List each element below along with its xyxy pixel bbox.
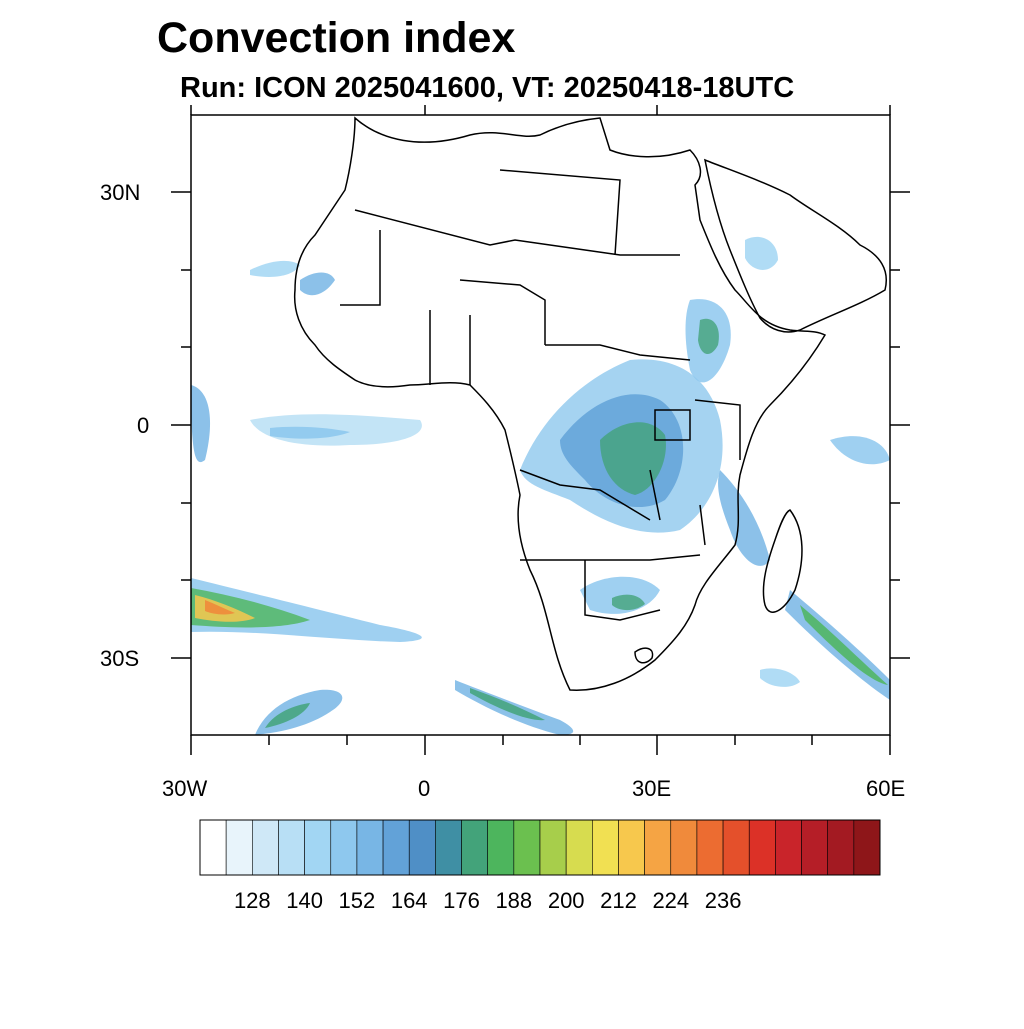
madagascar-coastline (762, 509, 803, 613)
lon-label-60e: 60E (866, 776, 906, 801)
colorbar-cell-9 (435, 819, 462, 876)
colorbar-cell-15 (592, 819, 619, 876)
field-west-africa-north (250, 260, 300, 277)
colorbar-tick-label-8: 224 (652, 888, 690, 913)
colorbar-cell-0 (199, 819, 227, 876)
colorbar-tick-label-1: 140 (286, 888, 323, 913)
colorbar-cell-18 (670, 819, 698, 876)
field-atlantic-core (270, 426, 350, 439)
africa-coastline (293, 116, 827, 691)
colorbar-cell-14 (565, 819, 593, 876)
colorbar-tick-label-3: 164 (390, 888, 428, 913)
field-peak-southwest (195, 595, 255, 622)
colorbar-tick-label-6: 200 (547, 888, 585, 913)
colorbar-cell-6 (356, 819, 384, 876)
field-ethiopia-core (698, 318, 719, 355)
border-mali (340, 230, 381, 306)
colorbar-cell-1 (225, 819, 253, 876)
colorbar-cell-13 (539, 819, 567, 876)
colorbar-cell-5 (330, 819, 358, 876)
colorbar-cell-22 (775, 819, 802, 876)
colorbar-tick-label-9: 236 (704, 888, 742, 913)
field-west-edge (191, 385, 211, 463)
field-central-max (600, 422, 666, 495)
colorbar-cell-2 (252, 819, 279, 876)
field-arabia (745, 236, 778, 270)
lat-label-30n: 30N (100, 180, 141, 205)
colorbar-cell-17 (644, 819, 672, 876)
colorbar-cell-3 (278, 819, 305, 876)
colorbar-tick-label-2: 152 (338, 888, 376, 913)
border-lake-victoria (654, 409, 691, 441)
border-lake-malawi (699, 504, 706, 546)
colorbar-cell-11 (487, 819, 515, 876)
colorbar-cell-21 (748, 819, 776, 876)
border-namibia (584, 560, 661, 621)
field-east-coast (718, 470, 770, 566)
border-sahara (354, 209, 680, 256)
colorbar-cell-16 (618, 819, 645, 876)
lat-label-30s: 30S (100, 646, 140, 671)
field-southern-core (612, 594, 645, 611)
border-niger (459, 279, 546, 345)
border-libya (499, 169, 621, 256)
field-south-indian (760, 668, 800, 687)
coastlines (293, 116, 887, 691)
colorbar-cell-12 (513, 819, 541, 876)
colorbar-cell-23 (801, 819, 828, 876)
arabia-coastline (703, 158, 887, 333)
lon-label-30e: 30E (632, 776, 672, 801)
lon-label-0: 0 (418, 776, 431, 801)
colorbar-tick-label-0: 128 (233, 888, 271, 913)
lon-ticks (190, 105, 891, 755)
lon-label-30w: 30W (162, 776, 208, 801)
colorbar-tick-label-7: 212 (600, 888, 637, 913)
lesotho-border (634, 647, 654, 664)
border-kenya (694, 399, 741, 460)
colorbar-cell-19 (696, 819, 724, 876)
border-congo (519, 469, 651, 521)
colorbar-tick-label-4: 176 (443, 888, 480, 913)
chart-title: Convection index (157, 14, 516, 62)
colorbar-cell-25 (853, 819, 881, 876)
field-core-southeast (470, 688, 545, 721)
colorbar-cell-20 (722, 819, 750, 876)
colorbar-cell-7 (382, 819, 410, 876)
colorbar-cell-24 (827, 819, 855, 876)
field-indian-ocean (830, 436, 890, 465)
colorbar (199, 819, 881, 876)
border-angola-zambia (520, 554, 701, 561)
colorbar-frame (199, 819, 881, 876)
field-core-madagascar (800, 605, 888, 685)
colorbar-cell-8 (408, 819, 436, 876)
colorbar-cell-10 (461, 819, 488, 876)
border-sudan (545, 344, 691, 361)
field-west-africa (300, 272, 335, 296)
lat-label-0: 0 (137, 413, 150, 438)
field-core-south (265, 703, 310, 728)
colorbar-tick-label-5: 188 (495, 888, 533, 913)
chart-subtitle: Run: ICON 2025041600, VT: 20250418-18UTC (180, 72, 795, 104)
lat-ticks (171, 191, 910, 659)
colorbar-cell-4 (304, 819, 332, 876)
field-max-southwest (205, 600, 235, 615)
border-lake-tanganyika (649, 469, 661, 521)
convection-field (191, 236, 890, 735)
